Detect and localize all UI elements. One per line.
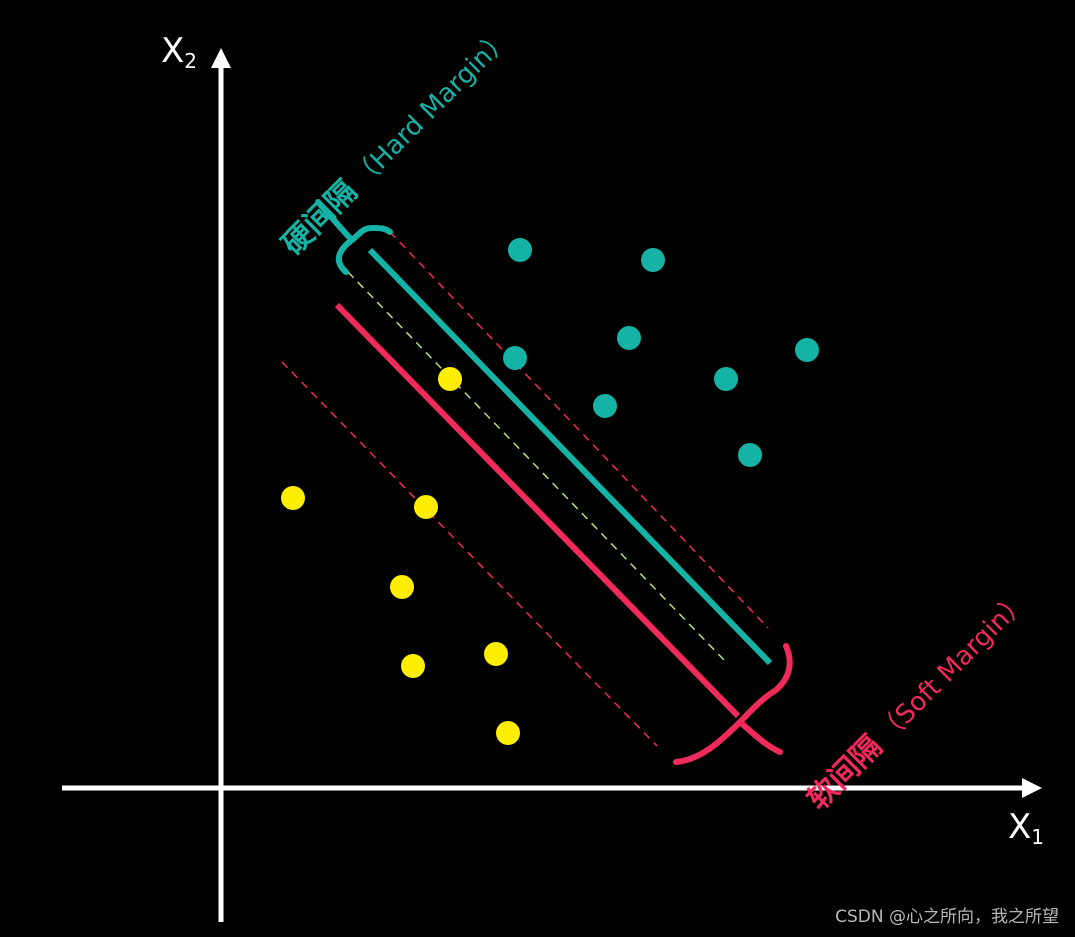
x2-axis-label: X2 [161, 34, 197, 71]
yellow-point-2 [281, 486, 305, 510]
watermark: CSDN @心之所向，我之所望 [835, 907, 1059, 927]
hard-margin-dashed-boundary [389, 231, 769, 629]
teal-point-4 [503, 346, 527, 370]
teal-point-2 [641, 248, 665, 272]
hard-margin-hyperplane [367, 247, 773, 666]
x1-axis-label: X1 [1008, 810, 1044, 847]
x2-sub: 2 [184, 49, 198, 73]
teal-point-7 [593, 394, 617, 418]
teal-class-points [503, 238, 819, 467]
center-dashed-line [347, 271, 728, 664]
yellow-point-3 [414, 495, 438, 519]
yellow-point-4 [390, 575, 414, 599]
soft-margin-hyperplane [334, 302, 741, 719]
teal-point-6 [714, 367, 738, 391]
yellow-point-7 [496, 721, 520, 745]
yellow-point-1 [438, 367, 462, 391]
y-axis-arrowhead [211, 48, 231, 68]
yellow-class-points [281, 367, 520, 745]
yellow-point-5 [484, 642, 508, 666]
x1-sub: 1 [1031, 825, 1045, 849]
x-axis-arrowhead [1022, 778, 1042, 798]
teal-point-8 [738, 443, 762, 467]
teal-point-3 [617, 326, 641, 350]
teal-point-1 [508, 238, 532, 262]
soft-margin-dashed-boundary [281, 361, 658, 747]
teal-point-5 [795, 338, 819, 362]
hard-margin-brace [315, 199, 393, 275]
soft-margin-brace [673, 643, 793, 765]
x2-main: X [161, 31, 185, 71]
x1-main: X [1008, 807, 1032, 847]
yellow-point-6 [401, 654, 425, 678]
